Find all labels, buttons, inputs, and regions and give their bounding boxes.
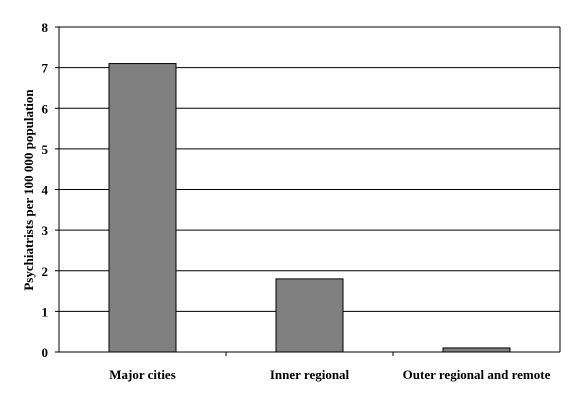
y-tick-label: 8: [42, 20, 49, 35]
y-tick-label: 4: [42, 183, 49, 198]
y-tick-label: 2: [42, 264, 49, 279]
y-tick-label: 6: [42, 101, 49, 116]
bar-major-cities: [108, 63, 177, 353]
y-tick-label: 3: [42, 223, 49, 238]
bar-inner-regional: [275, 278, 344, 353]
y-tick-label: 1: [42, 304, 49, 319]
x-tick-label: Major cities: [109, 367, 176, 382]
y-axis-title: Psychiatrists per 100 000 population: [21, 89, 36, 291]
x-tick-label: Inner regional: [270, 367, 350, 382]
y-tick-label: 0: [42, 345, 49, 360]
bars: [108, 63, 511, 353]
x-tick-labels: Major cities Inner regional Outer regional…: [109, 352, 551, 382]
y-tick-label: 7: [42, 61, 49, 76]
y-tick-labels: 0 1 2 3 4 5 6 7 8: [42, 20, 59, 360]
bar-outer-regional-and-remote: [442, 347, 511, 353]
x-tick-label: Outer regional and remote: [403, 367, 551, 382]
y-tick-label: 5: [42, 142, 49, 157]
